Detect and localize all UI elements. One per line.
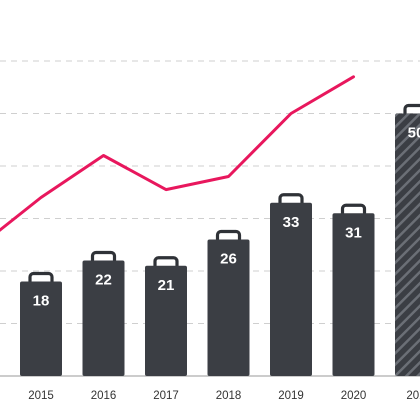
x-tick-label-2015: 2015 (28, 390, 54, 402)
x-tick-label-2021: 202 (406, 390, 420, 402)
x-tick-label-2017: 2017 (153, 390, 179, 402)
bar-value-label-2021: 50 (408, 125, 420, 142)
bar-group-2017 (145, 256, 187, 376)
bar-value-label-2016: 22 (95, 272, 112, 289)
bar-2020 (332, 213, 375, 376)
bar-2018 (207, 239, 250, 376)
x-tick-label-2020: 2020 (341, 390, 367, 402)
bar-2019 (270, 202, 312, 376)
bar-group-2018 (207, 229, 250, 376)
bar-2017 (145, 265, 187, 376)
bar-2016 (82, 260, 125, 376)
bar-2015 (20, 281, 62, 376)
bar-value-label-2015: 18 (33, 293, 50, 310)
trend-line (0, 75, 355, 232)
bar-group-2020 (332, 203, 375, 376)
bar-value-label-2020: 31 (345, 224, 362, 241)
bar-group-2019 (270, 193, 312, 376)
x-tick-label-2016: 2016 (91, 390, 117, 402)
bar-value-label-2018: 26 (220, 251, 237, 268)
bar-value-label-2017: 21 (158, 277, 175, 294)
bar-group-2021 (395, 103, 420, 376)
bar-value-label-2019: 33 (283, 214, 300, 231)
x-tick-label-2019: 2019 (278, 390, 304, 402)
bar-2021 (395, 113, 420, 376)
bar-group-2015 (20, 271, 62, 376)
bar-group-2016 (82, 250, 125, 376)
x-tick-label-2018: 2018 (216, 390, 242, 402)
